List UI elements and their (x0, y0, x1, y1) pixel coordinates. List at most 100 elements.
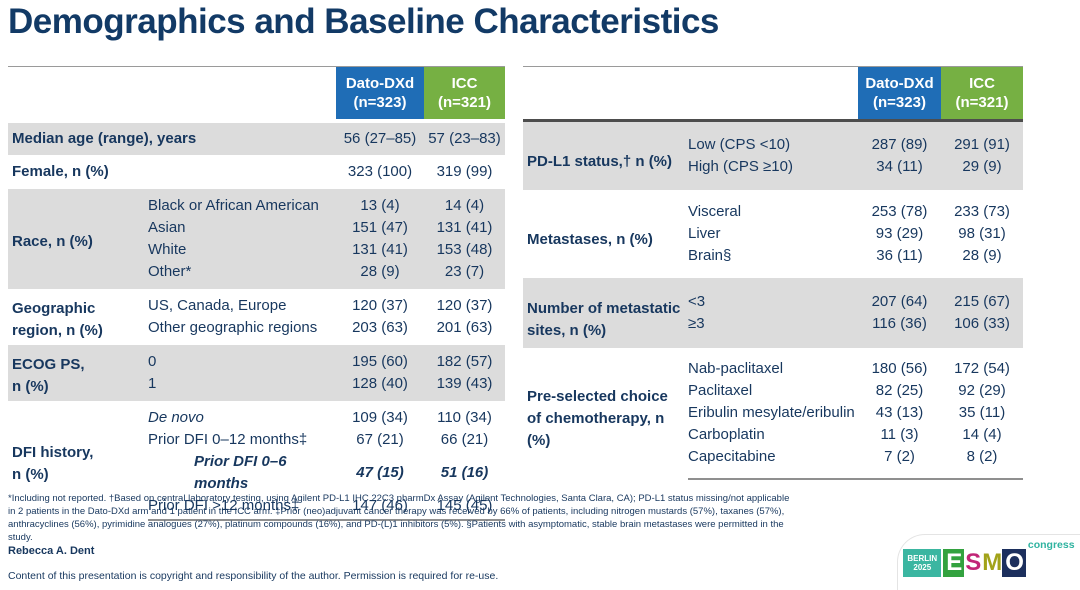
dato-value: 203 (63) (352, 319, 408, 336)
table-row: Pre-selected choice of chemotherapy, n (… (523, 348, 1023, 449)
dato-value: 180 (56) (871, 360, 928, 377)
table-row: Female, n (%) 323 (100) 319 (99) (8, 155, 505, 189)
dato-value: 287 (89) (858, 120, 941, 156)
page-title: Demographics and Baseline Characteristic… (8, 2, 719, 41)
table-row: Capecitabine 7 (2) 8 (2) (523, 446, 1023, 480)
row-label: Female, n (%) (12, 163, 109, 180)
icc-value: 201 (63) (436, 319, 493, 336)
sub-label: Prior DFI 0–6 months (194, 453, 287, 492)
icc-value: 110 (34) (437, 409, 492, 426)
dato-value: 7 (2) (858, 446, 941, 480)
sub-label: Carboplatin (688, 426, 765, 443)
table-row: Prior DFI 0–6 months 47 (15) 51 (16) (8, 451, 505, 495)
icc-value: 14 (4) (962, 426, 1002, 443)
icc-value: 51 (16) (440, 464, 489, 481)
race-group: Race, n (%) Black or African American 13… (8, 189, 505, 289)
dato-value: 28 (9) (336, 261, 424, 289)
icc-value: 57 (23–83) (424, 119, 505, 155)
row-label: Pre-selected choice of chemotherapy, n (… (527, 387, 668, 449)
icc-value: 35 (11) (958, 404, 1006, 421)
icc-value: 14 (4) (424, 189, 505, 217)
row-label: Median age (range), years (8, 119, 336, 155)
sub-label: Visceral (688, 203, 742, 220)
dato-dxd-label: Dato-DXd (865, 75, 934, 92)
icc-value: 23 (7) (424, 261, 505, 289)
row-label: Number of metastatic sites, n (%) (523, 278, 688, 348)
icc-value: 215 (67) (941, 278, 1023, 313)
dato-value: 13 (4) (336, 189, 424, 217)
metastatic-sites-group: Number of metastatic sites, n (%) <3 207… (523, 278, 1023, 348)
berlin-2025-badge: BERLIN 2025 (903, 548, 942, 577)
icc-value: 29 (9) (941, 156, 1023, 190)
dato-dxd-n: (n=323) (873, 94, 926, 111)
table-row: Asian 151 (47) 131 (41) (8, 217, 505, 239)
copyright-notice: Content of this presentation is copyrigh… (8, 570, 499, 582)
table-row: Eribulin mesylate/eribulin 43 (13) 35 (1… (523, 402, 1023, 424)
icc-label: ICC (969, 75, 995, 92)
female-group: Female, n (%) 323 (100) 319 (99) (8, 155, 505, 189)
sub-label: White (148, 239, 336, 261)
sub-label: De novo (148, 409, 204, 426)
sub-label: Nab-paclitaxel (688, 360, 784, 377)
table-row: Other geographic regions 203 (63) 201 (6… (8, 317, 505, 345)
sub-label: Asian (148, 217, 336, 239)
table-row: White 131 (41) 153 (48) (8, 239, 505, 261)
dato-dxd-n: (n=323) (353, 94, 407, 111)
dfi-history-group: DFI history, n (%) De novo 109 (34) 110 … (8, 401, 505, 521)
table-header-row: Dato-DXd (n=323) ICC (n=321) (523, 66, 1023, 122)
dato-value: 151 (47) (336, 217, 424, 239)
table-row: Metastases, n (%) Visceral 253 (78) 233 … (523, 190, 1023, 248)
geographic-region-group: Geographic region, n (%) US, Canada, Eur… (8, 289, 505, 345)
table-row: Carboplatin 11 (3) 14 (4) (523, 424, 1023, 446)
sub-label: Paclitaxel (688, 382, 753, 399)
esmo-letter-o: O (1002, 548, 1026, 577)
sub-label: Prior DFI >12 months‡ (148, 495, 336, 521)
dato-value: 34 (11) (858, 156, 941, 190)
table-row: Paclitaxel 82 (25) 92 (29) (523, 380, 1023, 402)
table-row: Median age (range), years 56 (27–85) 57 … (8, 119, 505, 155)
dato-value: 93 (29) (875, 225, 924, 242)
header-spacer (523, 66, 858, 122)
table-row: Race, n (%) Black or African American 13… (8, 189, 505, 289)
dato-value: 47 (15) (356, 464, 404, 481)
esmo-letter-m: M (982, 548, 1002, 576)
row-label: PD-L1 status,† n (%) (523, 120, 688, 190)
row-label: Metastases, n (%) (527, 230, 653, 248)
sub-label: Other geographic regions (148, 319, 318, 336)
icc-value: 8 (2) (941, 446, 1023, 480)
dato-value: 128 (40) (336, 373, 424, 401)
sub-label: Low (CPS <10) (688, 120, 858, 156)
metastases-group: Metastases, n (%) Visceral 253 (78) 233 … (523, 190, 1023, 278)
congress-label: congress (1027, 539, 1075, 551)
dato-value: 56 (27–85) (336, 119, 424, 155)
table-row: Other* 28 (9) 23 (7) (8, 261, 505, 289)
dato-dxd-column-header: Dato-DXd (n=323) (858, 66, 941, 122)
icc-value: 172 (54) (954, 360, 1010, 377)
sub-label: Eribulin mesylate/eribulin (688, 404, 855, 421)
dato-value: 195 (60) (336, 345, 424, 373)
footnote-line: *Including not reported. †Based on centr… (8, 493, 790, 504)
pdl1-status-group: PD-L1 status,† n (%) Low (CPS <10) 287 (… (523, 120, 1023, 190)
icc-value: 98 (31) (958, 225, 1006, 242)
row-label: Race, n (%) (8, 189, 148, 289)
icc-value: 145 (45) (424, 495, 505, 521)
icc-value: 106 (33) (941, 313, 1023, 348)
footnotes: *Including not reported. †Based on centr… (8, 492, 798, 544)
table-row: DFI history, n (%) De novo 109 (34) 110 … (8, 401, 505, 483)
sub-label: ≥3 (688, 313, 858, 348)
sub-label: Black or African American (148, 189, 336, 217)
icc-value: 66 (21) (440, 431, 489, 448)
icc-column-header: ICC (n=321) (424, 66, 505, 123)
sub-label: Prior DFI 0–12 months‡ (148, 431, 308, 448)
ecog-ps-group: ECOG PS, n (%) 0 195 (60) 182 (57) 1 128… (8, 345, 505, 401)
icc-value: 182 (57) (424, 345, 505, 373)
icc-value: 139 (43) (424, 373, 505, 401)
icc-value: 233 (73) (954, 203, 1010, 220)
footnote-line: anthracyclines (56%), pyrimidine analogu… (8, 519, 784, 543)
table-row: ECOG PS, n (%) 0 195 (60) 182 (57) (8, 345, 505, 401)
median-age-group: Median age (range), years 56 (27–85) 57 … (8, 119, 505, 155)
sub-label: <3 (688, 278, 858, 313)
table-row: PD-L1 status,† n (%) Low (CPS <10) 287 (… (523, 120, 1023, 190)
